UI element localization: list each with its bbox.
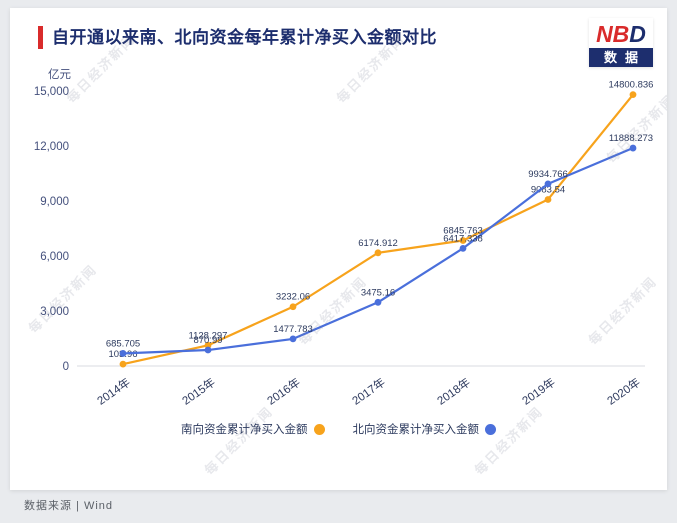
y-tick-label: 6,000 [40, 251, 69, 263]
line-chart: 0 3,000 6,000 9,000 12,000 15,000 亿元 2014年 2015年… [34, 68, 654, 408]
data-label: 3232.06 [276, 292, 310, 303]
nbd-logo-letters-navy: D [629, 21, 646, 47]
chart-card: 每日经济新闻 每日经济新闻 每日经济新闻 每日经济新闻 每日经济新闻 每日经济新闻 每日经济… [10, 8, 667, 490]
data-point [374, 249, 382, 257]
x-tick-label: 2016年 [264, 375, 302, 408]
data-label: 1128.297 [189, 330, 228, 341]
y-tick-label: 15,000 [34, 86, 69, 98]
data-point [204, 341, 212, 349]
nbd-logo: NBD 数据 [589, 18, 653, 67]
data-point [374, 298, 382, 306]
chart-legend: 南向资金累计净买入金额 北向资金累计净买入金额 [10, 418, 667, 440]
data-point [459, 244, 467, 252]
data-point [119, 360, 127, 368]
data-point [204, 346, 212, 354]
data-label: 9083.54 [531, 184, 565, 195]
data-point [544, 180, 552, 188]
chart-header: 自开通以来南、北向资金每年累计净买入金额对比 NBD 数据 [10, 8, 667, 67]
data-label: 6174.912 [358, 238, 398, 249]
x-tick-label: 2018年 [434, 375, 472, 408]
data-point [119, 350, 127, 357]
nbd-logo-letters-red: NB [596, 21, 630, 47]
y-axis-unit-label: 亿元 [48, 68, 71, 81]
legend-dot [485, 423, 496, 435]
x-tick-label: 2017年 [349, 375, 387, 408]
title-accent-bar [38, 26, 43, 49]
legend-item: 南向资金累计净买入金额 [181, 421, 325, 437]
nbd-logo-letters: NBD [589, 21, 653, 47]
data-point [289, 335, 297, 343]
legend-item: 北向资金累计净买入金额 [352, 421, 496, 437]
chart-area: 0 3,000 6,000 9,000 12,000 15,000 亿元 2014年 2015年… [10, 66, 667, 418]
data-label: 6845.763 [443, 225, 483, 236]
legend-label: 北向资金累计净买入金额 [352, 424, 480, 436]
y-tick-label: 0 [63, 361, 69, 373]
data-label: 685.705 [106, 338, 140, 349]
source-note: 数据来源 | Wind [24, 500, 114, 512]
data-point [629, 144, 637, 152]
data-point [629, 91, 637, 99]
legend-label: 南向资金累计净买入金额 [181, 424, 308, 436]
data-label: 870.99 [193, 335, 222, 346]
x-tick-label: 2014年 [94, 375, 132, 408]
data-label: 6417.338 [443, 233, 483, 244]
data-label: 1477.783 [273, 324, 313, 335]
x-tick-label: 2015年 [179, 375, 217, 408]
nbd-logo-banner: 数据 [589, 48, 653, 67]
x-tick-label: 2020年 [604, 375, 642, 408]
data-label: 9934.766 [528, 169, 568, 180]
y-tick-label: 9,000 [40, 196, 69, 208]
data-point [289, 303, 297, 311]
data-label: 14800.836 [609, 80, 654, 91]
chart-title: 自开通以来南、北向资金每年累计净买入金额对比 [52, 28, 437, 47]
series-line [121, 93, 635, 366]
x-tick-label: 2019年 [519, 375, 557, 408]
y-tick-label: 12,000 [34, 141, 69, 153]
data-point [544, 196, 552, 203]
data-point [459, 237, 467, 244]
y-tick-label: 3,000 [40, 306, 69, 318]
data-label: 11888.273 [609, 133, 653, 144]
legend-dot [313, 423, 325, 435]
data-label: 3475.16 [361, 287, 395, 298]
